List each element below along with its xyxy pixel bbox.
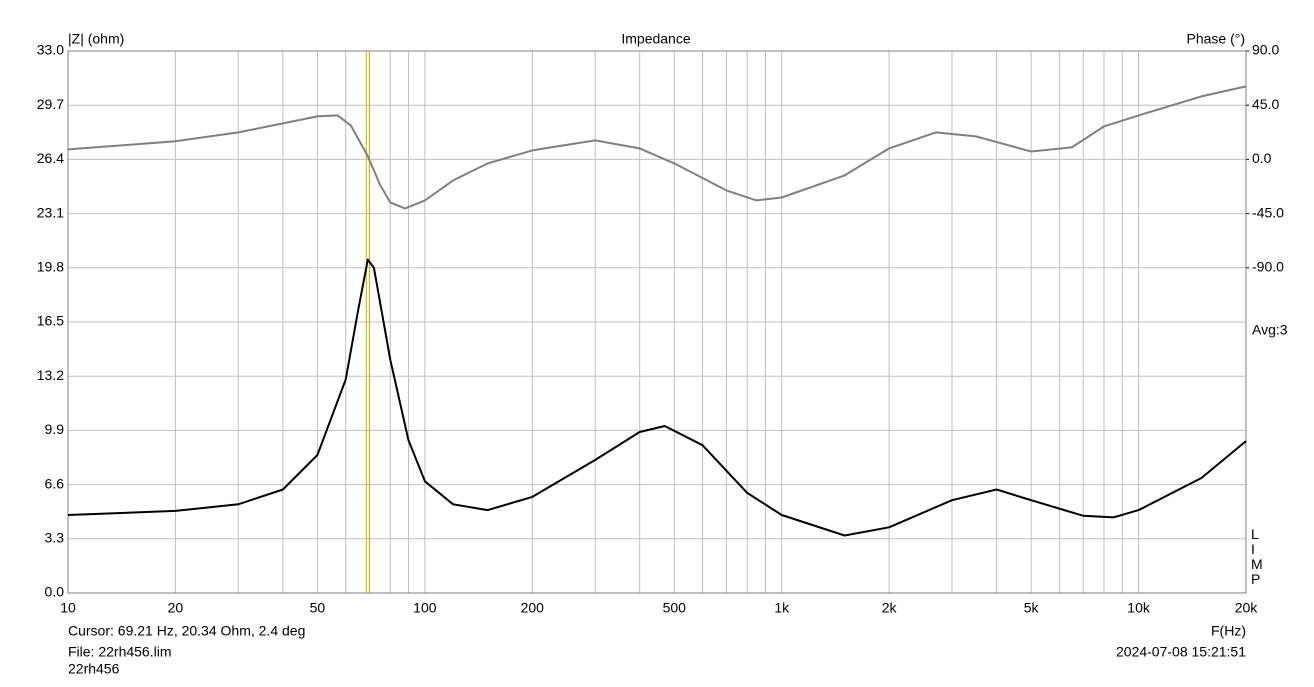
x-tick-label: 2k — [882, 600, 898, 616]
y-tick-label: 9.9 — [45, 421, 65, 437]
y2-tick-label: -90.0 — [1252, 259, 1284, 275]
series-line — [67, 258, 1247, 537]
y-tick-label: 6.6 — [45, 475, 65, 491]
cursor-readout: Cursor: 69.21 Hz, 20.34 Ohm, 2.4 deg — [68, 623, 305, 639]
x-tick-label: 5k — [1024, 600, 1040, 616]
timestamp: 2024-07-08 15:21:51 — [1116, 644, 1246, 660]
file-name: File: 22rh456.lim — [68, 644, 172, 660]
y2-tick-label: 0.0 — [1252, 150, 1272, 166]
y2-tick-label: 90.0 — [1252, 42, 1279, 58]
trace-name: 22rh456 — [68, 661, 120, 677]
y2-tick-label: -45.0 — [1252, 204, 1284, 220]
x-tick-label: 10 — [60, 600, 76, 616]
chart-title: Impedance — [621, 31, 690, 47]
x-tick-label: 10k — [1127, 600, 1151, 616]
y-tick-label: 19.8 — [37, 259, 64, 275]
x-tick-label: 50 — [310, 600, 326, 616]
y-axis-label: |Z| (ohm) — [68, 31, 124, 47]
y-tick-label: 16.5 — [37, 313, 64, 329]
x-tick-label: 20 — [168, 600, 184, 616]
y-tick-label: 23.1 — [37, 204, 64, 220]
y2-axis-label: Phase (°) — [1186, 31, 1245, 47]
y-tick-label: 33.0 — [37, 42, 64, 58]
x-tick-label: 1k — [774, 600, 790, 616]
x-tick-label: 20k — [1235, 600, 1259, 616]
avg-note: Avg:3 — [1252, 322, 1288, 338]
y-tick-label: 3.3 — [45, 530, 65, 546]
y-tick-label: 13.2 — [37, 367, 64, 383]
y-tick-label: 29.7 — [37, 96, 64, 112]
x-tick-label: 500 — [663, 600, 687, 616]
y2-tick-label: 45.0 — [1252, 96, 1279, 112]
x-tick-label: 200 — [521, 600, 545, 616]
y-tick-label: 26.4 — [37, 150, 64, 166]
x-tick-label: 100 — [413, 600, 437, 616]
y-tick-label: 0.0 — [45, 584, 65, 600]
brand: LIMP — [1251, 526, 1263, 587]
series-line — [67, 85, 1247, 210]
x-axis-label: F(Hz) — [1211, 623, 1246, 639]
plot-frame — [67, 50, 1247, 594]
